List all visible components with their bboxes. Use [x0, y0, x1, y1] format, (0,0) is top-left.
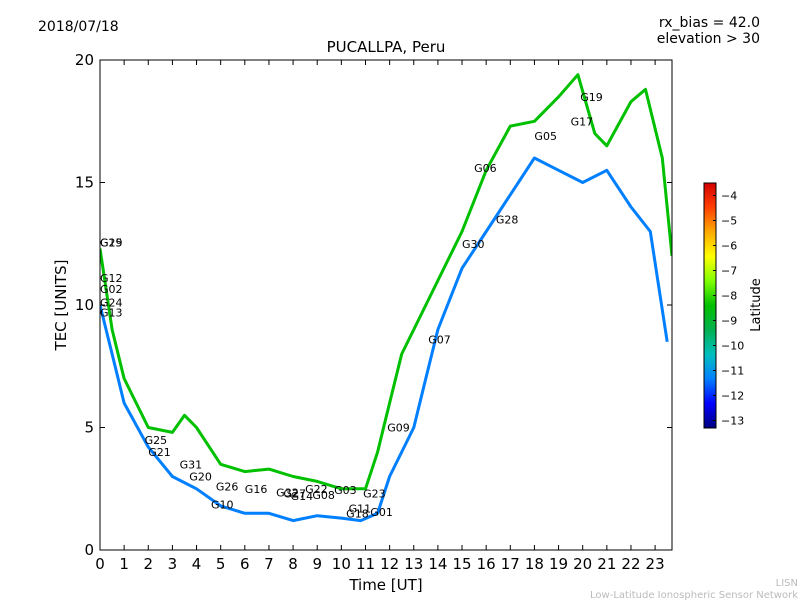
y-tick-label: 10 — [75, 296, 94, 314]
colorbar-tick-label: −10 — [721, 340, 744, 353]
tec-series-line — [100, 156, 669, 523]
x-tick-label: 23 — [646, 555, 665, 573]
x-tick-label: 14 — [428, 555, 447, 573]
prn-label: G03 — [334, 484, 357, 497]
prn-label: G30 — [462, 238, 485, 251]
colorbar-tick-label: −12 — [721, 390, 744, 403]
prn-label: G02 — [100, 283, 123, 296]
x-tick-label: 7 — [264, 555, 274, 573]
prn-label: G06 — [474, 162, 497, 175]
prn-label: G01 — [370, 506, 393, 519]
colorbar-tick-label: −13 — [721, 415, 744, 428]
rx-bias-label: rx_bias = 42.0 — [659, 15, 760, 31]
colorbar-tick-label: −4 — [721, 190, 737, 203]
prn-label: G12 — [100, 272, 123, 285]
prn-label: G32 — [276, 486, 299, 499]
footer-network: Low-Latitude Ionospheric Sensor Network — [590, 590, 798, 600]
prn-label: G29 — [100, 237, 123, 250]
prn-label: G14 — [291, 490, 314, 503]
colorbar-tick-label: −9 — [721, 315, 737, 328]
x-tick-label: 5 — [216, 555, 226, 573]
prn-label: G28 — [496, 213, 519, 226]
x-tick-label: 11 — [356, 555, 375, 573]
x-tick-label: 16 — [477, 555, 496, 573]
date-label: 2018/07/18 — [38, 19, 119, 35]
prn-label: G25 — [145, 434, 168, 447]
x-tick-label: 10 — [332, 555, 351, 573]
x-tick-label: 21 — [597, 555, 616, 573]
x-tick-label: 19 — [549, 555, 568, 573]
prn-label: G11 — [349, 502, 372, 515]
prn-label: G13 — [100, 306, 123, 319]
prn-label: G17 — [571, 115, 594, 128]
x-tick-label: 17 — [501, 555, 520, 573]
footer-lisn: LISN — [776, 578, 798, 589]
prn-label: G31 — [180, 458, 203, 471]
y-axis: 0 5 10 15 20 — [75, 51, 672, 559]
colorbar-tick-label: −6 — [721, 240, 737, 253]
x-tick-label: 22 — [621, 555, 640, 573]
y-tick-label: 20 — [75, 51, 94, 69]
prn-label: G24 — [100, 297, 123, 310]
prn-label: G21 — [148, 446, 171, 459]
chart-title: PUCALLPA, Peru — [327, 38, 446, 56]
prn-label: G09 — [387, 422, 410, 435]
x-tick-label: 20 — [573, 555, 592, 573]
y-tick-label: 5 — [84, 419, 94, 437]
x-tick-label: 8 — [288, 555, 298, 573]
tec-tracks — [100, 73, 672, 523]
colorbar: −4 −5 −6 −7 −8 −9 −10 −11 −12 −13 Latitude — [703, 182, 764, 429]
x-tick-label: 15 — [452, 555, 471, 573]
x-tick-label: 13 — [404, 555, 423, 573]
x-tick-label: 6 — [240, 555, 250, 573]
prn-label: G27 — [283, 488, 306, 501]
prn-label: G18 — [346, 507, 369, 520]
prn-label: G19 — [580, 91, 603, 104]
prn-label: G07 — [428, 333, 451, 346]
colorbar-label: Latitude — [749, 278, 764, 332]
x-tick-label: 12 — [380, 555, 399, 573]
prn-label: G22 — [305, 483, 328, 496]
x-axis: 0 1 2 3 4 5 6 7 8 9 10 11 12 13 14 15 16 17 18 19 20 21 22 23 — [95, 60, 665, 573]
x-tick-label: 3 — [168, 555, 178, 573]
x-tick-label: 2 — [143, 555, 153, 573]
prn-label: G23 — [363, 488, 386, 501]
prn-label: G05 — [534, 130, 557, 143]
elevation-label: elevation > 30 — [657, 31, 760, 47]
prn-label: G15 — [100, 237, 123, 250]
colorbar-tick-label: −8 — [721, 290, 737, 303]
colorbar-tick-label: −5 — [721, 215, 737, 228]
colorbar-tick-label: −7 — [721, 265, 737, 278]
colorbar-gradient — [703, 182, 717, 429]
x-axis-label: Time [UT] — [348, 576, 422, 594]
y-axis-label: TEC [UNITS] — [52, 260, 70, 352]
x-tick-label: 1 — [119, 555, 129, 573]
prn-label: G20 — [189, 471, 212, 484]
plot-frame — [99, 59, 673, 551]
x-tick-label: 0 — [95, 555, 105, 573]
prn-label: G16 — [245, 483, 268, 496]
x-tick-label: 9 — [312, 555, 322, 573]
colorbar-tick-label: −11 — [721, 365, 744, 378]
y-tick-label: 0 — [84, 541, 94, 559]
prn-label: G08 — [312, 489, 335, 502]
x-tick-label: 4 — [192, 555, 202, 573]
prn-label: G26 — [216, 480, 239, 493]
prn-label: G10 — [211, 499, 234, 512]
tec-series-line — [100, 73, 672, 491]
y-tick-label: 15 — [75, 174, 94, 192]
x-tick-label: 18 — [525, 555, 544, 573]
